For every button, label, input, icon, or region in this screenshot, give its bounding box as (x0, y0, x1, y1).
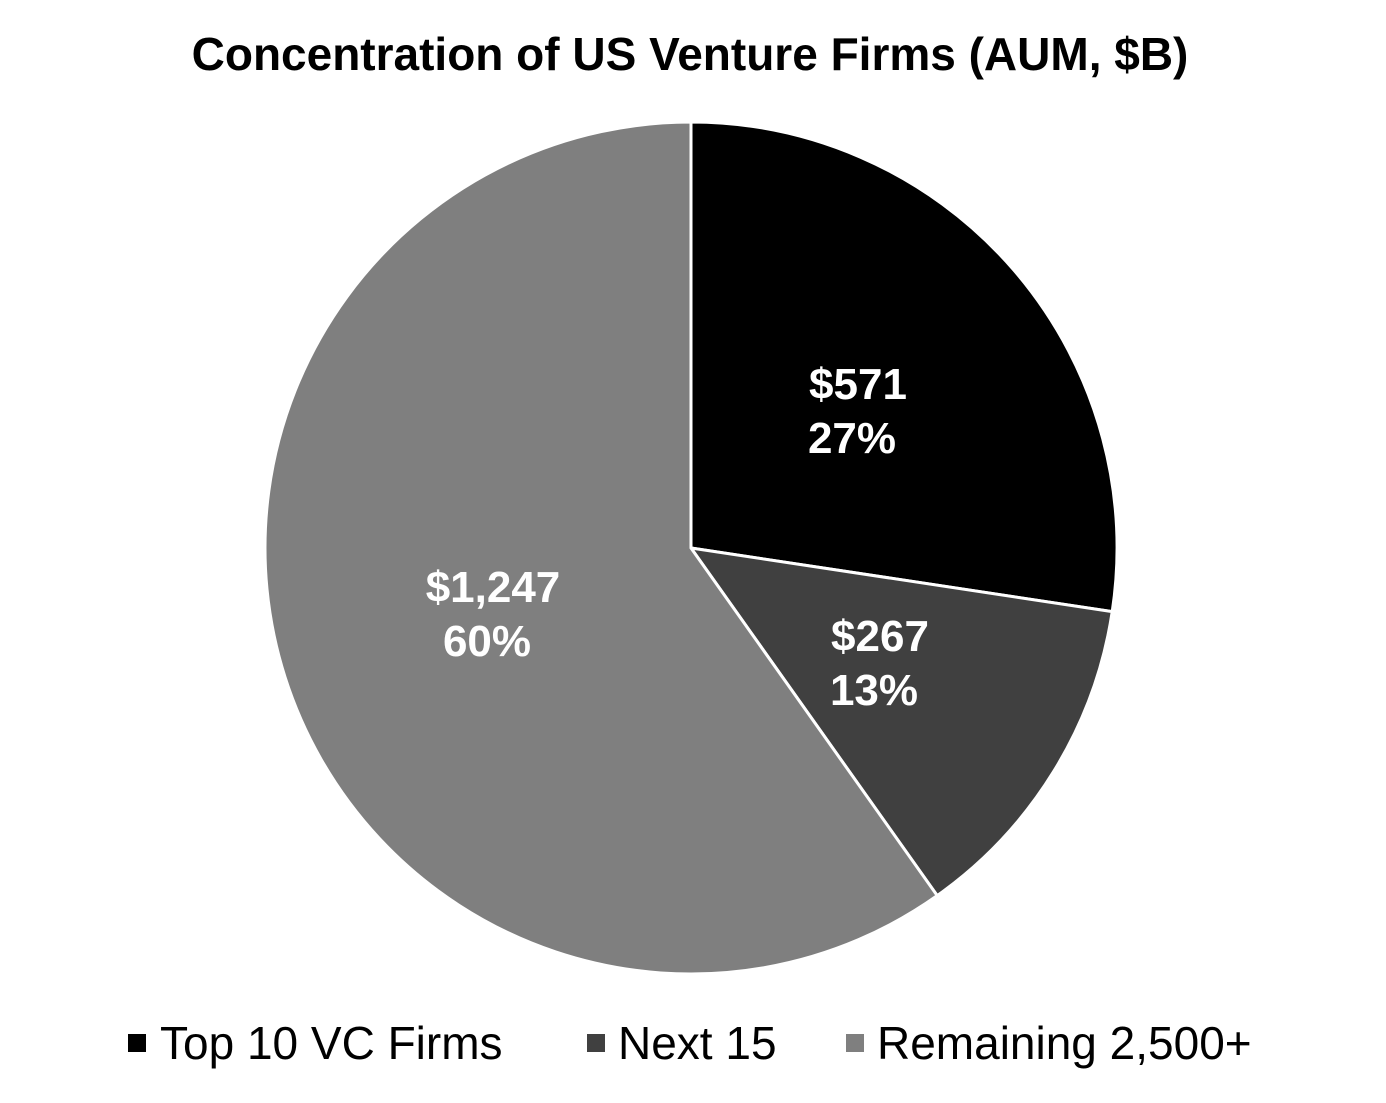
slice-percent-label-remaining: 60% (443, 617, 531, 666)
pie-slice-top-10 (689, 120, 1119, 614)
legend-item-remaining: Remaining 2,500+ (846, 1017, 1252, 1069)
legend-item-next-15: Next 15 (587, 1017, 777, 1069)
slice-value-label-top-10: $571 (809, 360, 907, 409)
legend-swatch-top-10 (128, 1034, 146, 1052)
pie-slice-remaining (263, 120, 940, 976)
legend-label-remaining: Remaining 2,500+ (877, 1017, 1252, 1069)
slice-value-label-remaining: $1,247 (426, 563, 561, 612)
pie-slice-next-15 (687, 545, 1114, 898)
legend: Top 10 VC Firms Next 15 Remaining 2,500+ (128, 1017, 1252, 1069)
slice-percent-label-top-10: 27% (808, 414, 896, 463)
legend-swatch-next-15 (587, 1034, 605, 1052)
legend-item-top-10: Top 10 VC Firms (128, 1017, 503, 1069)
legend-label-top-10: Top 10 VC Firms (160, 1017, 503, 1069)
slice-value-label-next-15: $267 (831, 612, 929, 661)
slice-percent-label-next-15: 13% (830, 666, 918, 715)
pie-slices (263, 120, 1119, 976)
chart-title: Concentration of US Venture Firms (AUM, … (192, 28, 1189, 80)
slice-labels: $571 27% $267 13% $1,247 60% (426, 360, 929, 715)
legend-swatch-remaining (846, 1034, 864, 1052)
legend-label-next-15: Next 15 (618, 1017, 777, 1069)
